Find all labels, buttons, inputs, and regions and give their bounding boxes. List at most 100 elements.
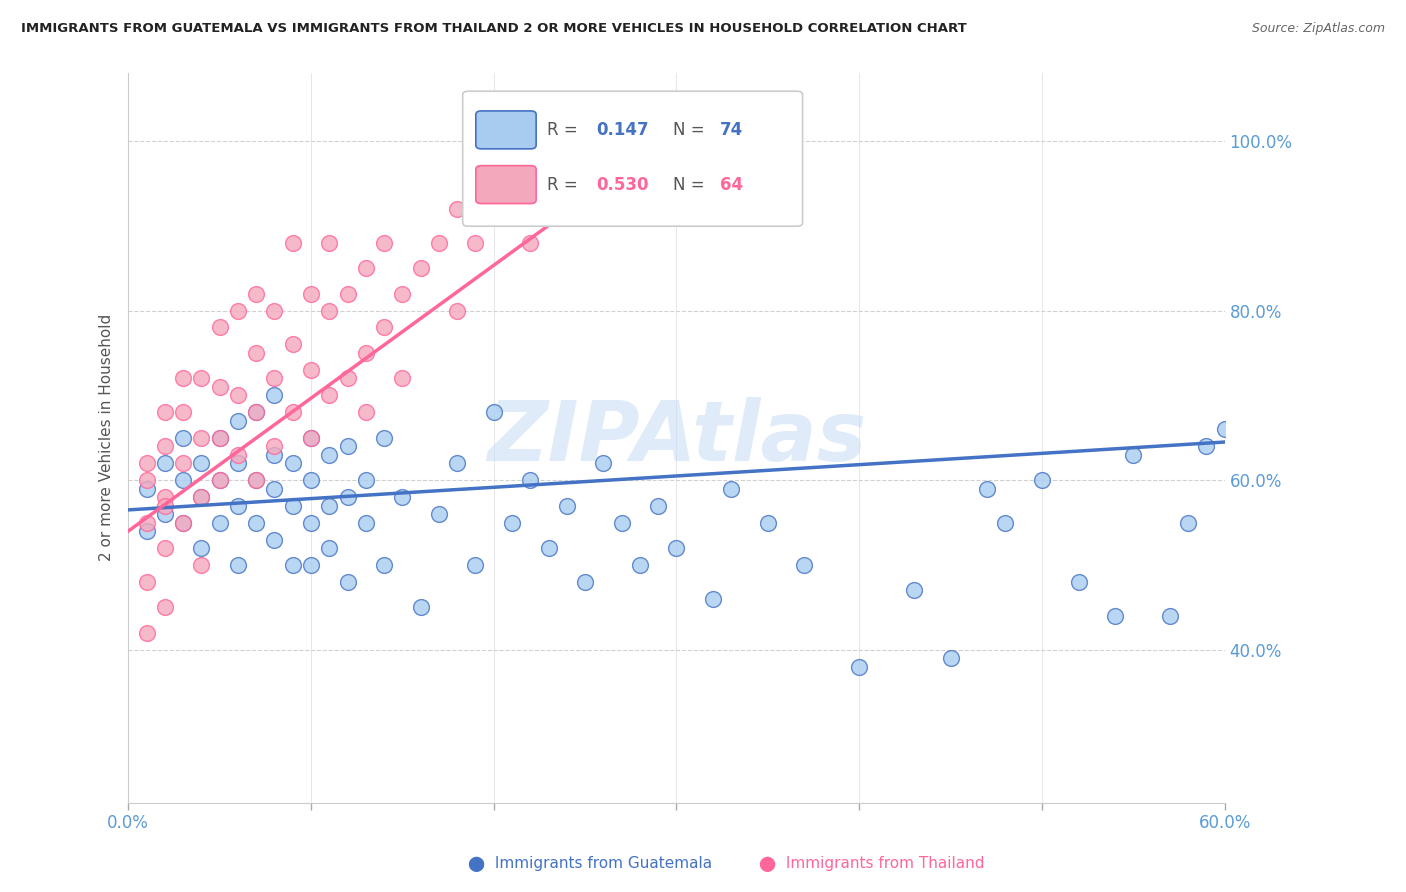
Point	[318, 235, 340, 250]
Point	[299, 473, 322, 487]
Text: 0.530: 0.530	[596, 176, 650, 194]
Point	[135, 516, 157, 530]
Point	[519, 473, 541, 487]
Point	[172, 405, 194, 419]
Point	[354, 516, 377, 530]
Point	[1067, 574, 1090, 589]
Point	[647, 499, 669, 513]
Point	[153, 490, 176, 504]
Point	[281, 499, 304, 513]
Point	[245, 516, 267, 530]
Point	[172, 516, 194, 530]
Point	[336, 371, 359, 385]
Point	[153, 507, 176, 521]
Point	[172, 456, 194, 470]
Point	[226, 414, 249, 428]
Point	[299, 286, 322, 301]
Text: 0.147: 0.147	[596, 121, 650, 139]
Point	[994, 516, 1017, 530]
Point	[281, 405, 304, 419]
Point	[135, 626, 157, 640]
Point	[208, 473, 231, 487]
Point	[665, 541, 688, 555]
Point	[208, 320, 231, 334]
Point	[373, 235, 395, 250]
Point	[299, 431, 322, 445]
Point	[482, 405, 505, 419]
Point	[208, 431, 231, 445]
Point	[427, 235, 450, 250]
Point	[281, 456, 304, 470]
Text: Source: ZipAtlas.com: Source: ZipAtlas.com	[1251, 22, 1385, 36]
Point	[153, 541, 176, 555]
Point	[245, 405, 267, 419]
Point	[245, 286, 267, 301]
Point	[391, 371, 413, 385]
Text: ZIPAtlas: ZIPAtlas	[486, 397, 866, 478]
Point	[537, 202, 560, 216]
FancyBboxPatch shape	[475, 166, 536, 203]
Point	[281, 235, 304, 250]
Text: 74: 74	[720, 121, 744, 139]
Point	[208, 380, 231, 394]
Point	[501, 516, 523, 530]
Text: N =: N =	[673, 121, 710, 139]
Point	[263, 303, 285, 318]
Point	[354, 473, 377, 487]
Point	[263, 439, 285, 453]
Point	[501, 176, 523, 190]
Point	[610, 516, 633, 530]
Point	[190, 541, 212, 555]
Point	[482, 202, 505, 216]
Point	[848, 660, 870, 674]
Point	[299, 516, 322, 530]
Point	[135, 473, 157, 487]
Point	[628, 558, 651, 572]
Point	[190, 490, 212, 504]
Point	[446, 456, 468, 470]
FancyBboxPatch shape	[463, 91, 803, 227]
FancyBboxPatch shape	[475, 111, 536, 149]
Point	[976, 482, 998, 496]
Point	[1159, 609, 1181, 624]
Point	[1104, 609, 1126, 624]
Point	[702, 592, 724, 607]
Text: N =: N =	[673, 176, 710, 194]
Text: R =: R =	[547, 121, 583, 139]
Point	[135, 574, 157, 589]
Point	[628, 134, 651, 148]
Point	[226, 448, 249, 462]
Point	[720, 482, 742, 496]
Point	[939, 651, 962, 665]
Point	[190, 490, 212, 504]
Point	[281, 558, 304, 572]
Y-axis label: 2 or more Vehicles in Household: 2 or more Vehicles in Household	[100, 314, 114, 561]
Point	[336, 286, 359, 301]
Point	[1031, 473, 1053, 487]
Point	[190, 371, 212, 385]
Point	[263, 371, 285, 385]
Point	[245, 346, 267, 360]
Point	[446, 202, 468, 216]
Point	[373, 431, 395, 445]
Point	[190, 431, 212, 445]
Point	[226, 456, 249, 470]
Point	[427, 507, 450, 521]
Point	[226, 499, 249, 513]
Point	[464, 235, 486, 250]
Point	[135, 456, 157, 470]
Point	[336, 574, 359, 589]
Point	[245, 473, 267, 487]
Point	[190, 558, 212, 572]
Point	[299, 431, 322, 445]
Point	[1213, 422, 1236, 436]
Point	[226, 388, 249, 402]
Point	[153, 439, 176, 453]
Point	[373, 320, 395, 334]
Point	[391, 490, 413, 504]
Point	[153, 600, 176, 615]
Point	[208, 473, 231, 487]
Text: IMMIGRANTS FROM GUATEMALA VS IMMIGRANTS FROM THAILAND 2 OR MORE VEHICLES IN HOUS: IMMIGRANTS FROM GUATEMALA VS IMMIGRANTS …	[21, 22, 967, 36]
Text: R =: R =	[547, 176, 583, 194]
Point	[190, 456, 212, 470]
